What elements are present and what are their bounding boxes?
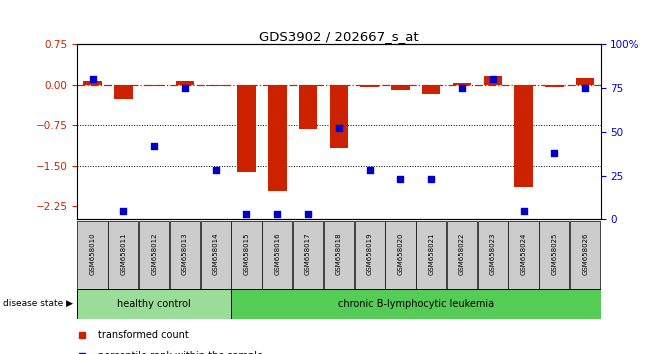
Point xyxy=(580,85,590,91)
Text: GSM658017: GSM658017 xyxy=(305,233,311,275)
FancyBboxPatch shape xyxy=(139,221,169,289)
FancyBboxPatch shape xyxy=(478,221,508,289)
Point xyxy=(272,211,282,217)
FancyBboxPatch shape xyxy=(262,221,293,289)
FancyBboxPatch shape xyxy=(354,221,384,289)
Text: GSM658011: GSM658011 xyxy=(120,233,126,275)
Text: chronic B-lymphocytic leukemia: chronic B-lymphocytic leukemia xyxy=(338,298,494,309)
Bar xyxy=(484,75,502,85)
Text: GSM658026: GSM658026 xyxy=(582,233,588,275)
FancyBboxPatch shape xyxy=(324,221,354,289)
FancyBboxPatch shape xyxy=(539,221,570,289)
Point xyxy=(395,176,406,182)
Point xyxy=(210,167,221,173)
Bar xyxy=(391,85,410,90)
FancyBboxPatch shape xyxy=(108,221,138,289)
Text: GSM658018: GSM658018 xyxy=(336,233,342,275)
Point xyxy=(457,85,468,91)
Point xyxy=(303,211,313,217)
Point xyxy=(241,211,252,217)
Text: disease state ▶: disease state ▶ xyxy=(3,299,73,308)
Text: GSM658023: GSM658023 xyxy=(490,233,496,275)
Bar xyxy=(207,85,225,86)
Point xyxy=(149,143,160,149)
Point xyxy=(87,76,98,82)
Text: GSM658010: GSM658010 xyxy=(89,233,95,275)
Text: percentile rank within the sample: percentile rank within the sample xyxy=(98,351,263,354)
FancyBboxPatch shape xyxy=(231,289,601,319)
Point xyxy=(180,85,191,91)
Bar xyxy=(422,85,440,95)
Bar xyxy=(299,85,317,129)
FancyBboxPatch shape xyxy=(416,221,446,289)
FancyBboxPatch shape xyxy=(201,221,231,289)
Text: GSM658014: GSM658014 xyxy=(213,233,219,275)
Point xyxy=(333,126,344,131)
Point xyxy=(118,208,129,213)
Point xyxy=(518,208,529,213)
Text: GSM658024: GSM658024 xyxy=(521,233,527,275)
Title: GDS3902 / 202667_s_at: GDS3902 / 202667_s_at xyxy=(259,30,419,43)
Bar xyxy=(114,85,133,99)
Text: GSM658021: GSM658021 xyxy=(428,233,434,275)
Bar xyxy=(576,78,595,85)
Text: transformed count: transformed count xyxy=(98,330,189,340)
Text: healthy control: healthy control xyxy=(117,298,191,309)
Bar xyxy=(268,85,287,191)
FancyBboxPatch shape xyxy=(570,221,601,289)
Text: GSM658013: GSM658013 xyxy=(182,233,188,275)
Bar xyxy=(238,85,256,172)
Bar xyxy=(83,81,102,85)
Text: GSM658015: GSM658015 xyxy=(244,233,250,275)
Bar xyxy=(329,85,348,148)
FancyBboxPatch shape xyxy=(77,221,107,289)
Text: GSM658020: GSM658020 xyxy=(397,233,403,275)
FancyBboxPatch shape xyxy=(231,221,262,289)
Text: GSM658022: GSM658022 xyxy=(459,233,465,275)
Bar xyxy=(145,85,163,86)
Text: GSM658012: GSM658012 xyxy=(151,233,157,275)
Point xyxy=(487,76,498,82)
FancyBboxPatch shape xyxy=(385,221,415,289)
Text: GSM658025: GSM658025 xyxy=(552,233,558,275)
Text: GSM658019: GSM658019 xyxy=(366,233,372,275)
Bar xyxy=(360,85,379,87)
Point xyxy=(426,176,437,182)
Bar xyxy=(176,81,194,85)
Bar xyxy=(453,83,471,85)
FancyBboxPatch shape xyxy=(447,221,477,289)
FancyBboxPatch shape xyxy=(509,221,539,289)
FancyBboxPatch shape xyxy=(170,221,200,289)
Point xyxy=(364,167,375,173)
Bar xyxy=(545,85,564,87)
FancyBboxPatch shape xyxy=(293,221,323,289)
Text: GSM658016: GSM658016 xyxy=(274,233,280,275)
Bar xyxy=(515,85,533,187)
Point xyxy=(549,150,560,156)
FancyBboxPatch shape xyxy=(77,289,231,319)
